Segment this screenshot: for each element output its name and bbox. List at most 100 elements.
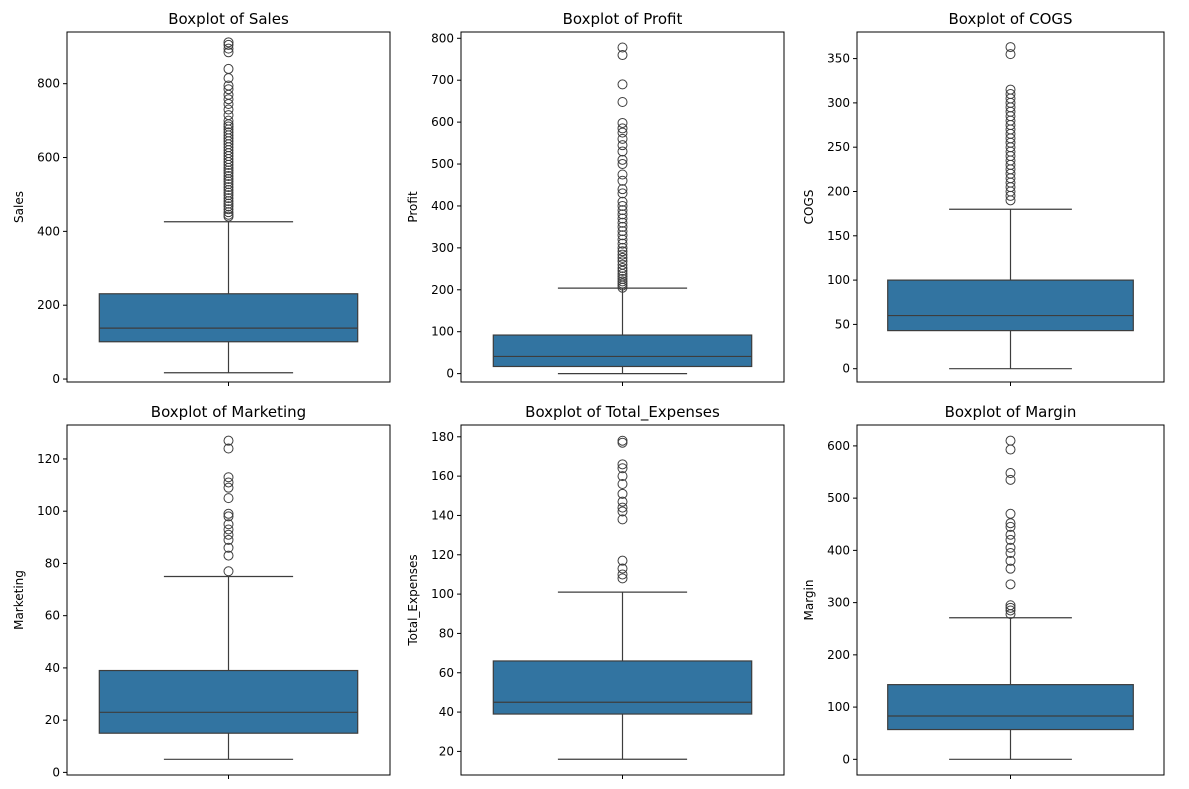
outlier-point [617, 123, 628, 134]
outlier-point [223, 63, 234, 74]
subplot-3: Boxplot of Marketing Marketing 0 20 40 60 80 10… [12, 403, 391, 779]
y-tick-label: 0 [446, 367, 454, 381]
y-tick-label: 500 [431, 157, 454, 171]
outlier-point [617, 573, 628, 584]
y-tick-label: 40 [439, 705, 454, 719]
outlier-point [223, 524, 234, 535]
outlier-point [617, 117, 628, 128]
iqr-box [887, 684, 1134, 731]
y-tick-label: 20 [45, 713, 60, 727]
outlier-point [223, 193, 234, 204]
outlier-point [223, 477, 234, 488]
outlier-point [617, 79, 628, 90]
subplot-title: Boxplot of Total_Expenses [525, 403, 720, 422]
outlier-point [1005, 529, 1016, 540]
outlier-point [1005, 602, 1016, 613]
subplot-title: Boxplot of Profit [563, 10, 683, 28]
y-tick-label: 100 [37, 504, 60, 518]
outlier-point [617, 42, 628, 53]
y-tick-label: 100 [827, 700, 850, 714]
y-tick-label: 200 [431, 283, 454, 297]
outlier-point [223, 566, 234, 577]
outlier-point [223, 196, 234, 207]
y-tick-label: 80 [439, 626, 454, 640]
outlier-point [617, 140, 628, 151]
iqr-box [887, 279, 1134, 332]
outlier-point [617, 188, 628, 199]
outlier-point [223, 529, 234, 540]
outlier-point [223, 187, 234, 198]
y-tick-label: 200 [827, 184, 850, 198]
outlier-point [1005, 435, 1016, 446]
axes-frame [460, 31, 785, 383]
axes-frame [66, 31, 391, 383]
y-tick-label: 400 [37, 224, 60, 238]
outlier-point [223, 198, 234, 209]
subplot-0: Boxplot of Sales Sales 0 200 400 600 800 [12, 10, 391, 386]
outlier-point [617, 459, 628, 470]
outlier-point [617, 478, 628, 489]
y-tick-label: 800 [431, 31, 454, 45]
y-axis-label: Margin [802, 580, 816, 621]
outlier-point [617, 217, 628, 228]
outlier-point [617, 133, 628, 144]
y-tick-label: 160 [431, 469, 454, 483]
axes-frame [856, 424, 1165, 776]
outlier-point [223, 443, 234, 454]
outlier-point [617, 502, 628, 513]
y-tick-label: 300 [827, 596, 850, 610]
subplot-2: Boxplot of COGS COGS 0 50 100 150 200 250 300 350 [802, 10, 1165, 386]
y-tick-label: 200 [37, 298, 60, 312]
outlier-point [617, 265, 628, 276]
outlier-point [617, 184, 628, 195]
outlier-point [223, 37, 234, 48]
outlier-point [617, 496, 628, 507]
y-tick-label: 100 [431, 325, 454, 339]
outlier-point [1005, 605, 1016, 616]
outlier-point [223, 115, 234, 126]
y-tick-label: 700 [431, 73, 454, 87]
outlier-point [223, 84, 234, 95]
y-tick-label: 140 [431, 508, 454, 522]
y-tick-label: 400 [431, 199, 454, 213]
outlier-point [617, 234, 628, 245]
y-tick-label: 120 [37, 452, 60, 466]
outlier-point [617, 569, 628, 580]
outlier-point [617, 514, 628, 525]
outlier-point [617, 246, 628, 257]
outlier-point [617, 200, 628, 211]
outlier-point [223, 47, 234, 58]
y-tick-label: 180 [431, 430, 454, 444]
y-tick-label: 0 [52, 372, 60, 386]
outlier-point [617, 205, 628, 216]
outlier-point [223, 168, 234, 179]
y-tick-label: 300 [827, 96, 850, 110]
outlier-point [617, 154, 628, 165]
y-tick-label: 350 [827, 52, 850, 66]
y-axis-label: Total_Expenses [406, 554, 420, 646]
outlier-point [617, 435, 628, 446]
outlier-point [617, 437, 628, 448]
outlier-point [223, 190, 234, 201]
y-tick-label: 20 [439, 744, 454, 758]
y-tick-label: 40 [45, 661, 60, 675]
outlier-point [617, 209, 628, 220]
outlier-point [1005, 563, 1016, 574]
y-tick-label: 100 [431, 587, 454, 601]
outlier-point [1005, 444, 1016, 455]
outlier-point [617, 97, 628, 107]
y-tick-label: 0 [52, 765, 60, 779]
outlier-point [617, 226, 628, 237]
outlier-point [223, 121, 234, 132]
iqr-box [492, 334, 753, 368]
outlier-point [223, 170, 234, 181]
y-tick-label: 250 [827, 140, 850, 154]
outlier-point [223, 104, 234, 115]
outlier-point [223, 176, 234, 187]
outlier-point [223, 182, 234, 193]
outlier-point [223, 204, 234, 215]
outlier-point [223, 508, 234, 519]
subplot-title: Boxplot of Marketing [151, 403, 306, 421]
iqr-box [98, 293, 359, 343]
y-tick-label: 400 [827, 543, 850, 557]
